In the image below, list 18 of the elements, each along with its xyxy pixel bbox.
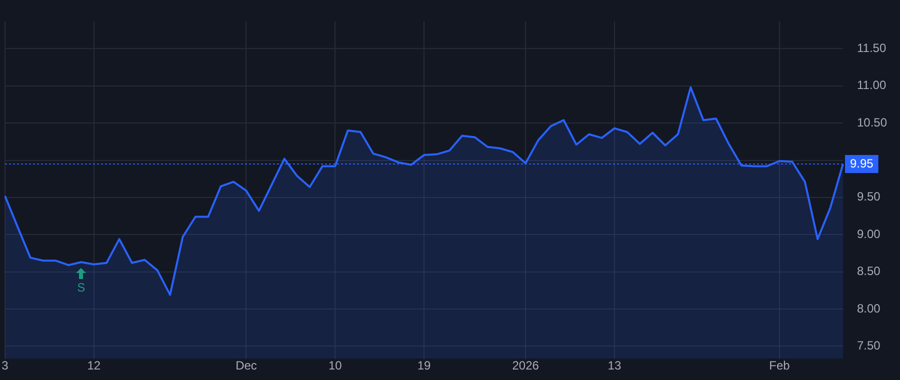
annotation: S: [77, 280, 86, 294]
y-tick-label: 10.50: [857, 115, 888, 130]
y-tick-label: 7.50: [857, 338, 881, 352]
y-tick-label: 9.00: [857, 226, 881, 241]
y-tick-label: 9.50: [857, 190, 881, 204]
y-tick-label: 8.50: [857, 264, 881, 278]
x-tick-label: 19: [417, 358, 431, 372]
ref-line-label: 9.95: [850, 156, 874, 170]
y-tick-label: 11.50: [857, 41, 886, 56]
x-tick-label: 12: [87, 358, 101, 372]
x-tick-label: 13: [608, 358, 622, 372]
x-tick-label: 3: [2, 358, 9, 372]
x-tick-label: 10: [328, 358, 342, 372]
y-tick-label: 11.00: [857, 78, 886, 92]
x-tick-label: 2026: [512, 358, 540, 372]
x-tick-label: Dec: [236, 358, 257, 372]
y-tick-label: 8.00: [857, 301, 881, 316]
x-tick-label: Feb: [769, 358, 790, 372]
